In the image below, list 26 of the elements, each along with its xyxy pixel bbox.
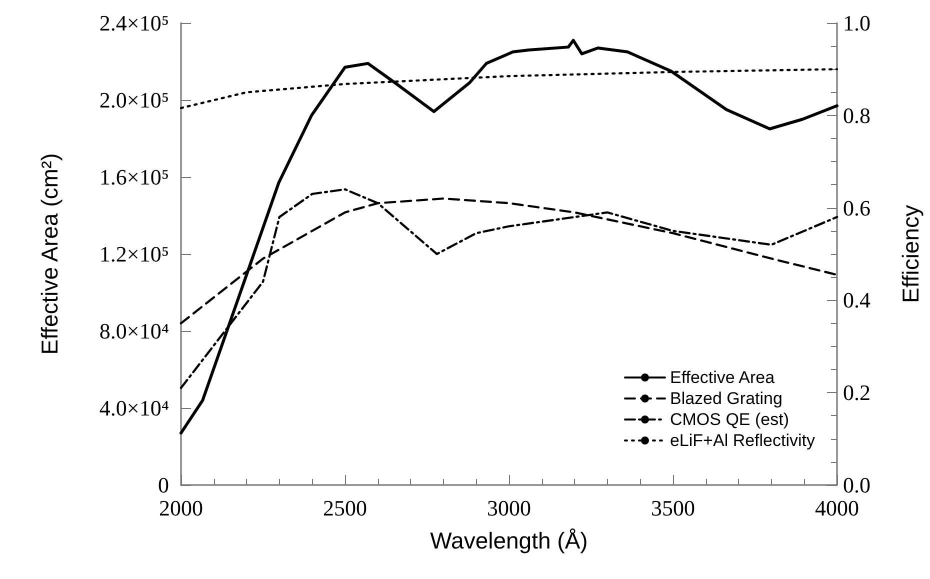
legend-label: CMOS QE (est) (670, 410, 789, 429)
y2-tick-label: 0.2 (843, 380, 870, 406)
legend-label: eLiF+Al Reflectivity (670, 431, 816, 450)
line-series (180, 38, 838, 435)
y-tick-label: 1.6×10⁵ (99, 164, 169, 190)
y2-tick-label: 1.0 (843, 10, 870, 36)
y2-tick-label: 0.0 (843, 472, 870, 498)
y-tick-label: 4.0×10⁴ (99, 396, 170, 420)
legend-label: Effective Area (670, 368, 776, 387)
y2-axis-title: Efficiency (898, 204, 924, 304)
y-tick-label: 0 (158, 472, 169, 498)
y2-tick-label: 0.8 (843, 102, 870, 128)
y2-tick-label: 0.4 (843, 288, 870, 313)
y-axis-title: Effective Area (cm²) (36, 153, 62, 355)
x-tick-label: 3000 (487, 496, 531, 520)
y2-tick-label: 0.6 (843, 195, 870, 220)
x-tick-label: 2500 (323, 496, 367, 520)
legend-label: Blazed Grating (670, 389, 782, 408)
y-tick-label: 1.2×10⁵ (99, 242, 169, 266)
x-tick-label: 2000 (159, 496, 203, 520)
x-tick-label: 3500 (651, 496, 695, 520)
y-tick-label: 2.4×10⁵ (99, 10, 169, 36)
y-tick-label: 8.0×10⁴ (99, 318, 170, 344)
y-tick-label: 2.0×10⁵ (99, 88, 169, 112)
x-axis-title: Wavelength (Å) (430, 528, 588, 554)
x-tick-label: 4000 (815, 496, 859, 520)
